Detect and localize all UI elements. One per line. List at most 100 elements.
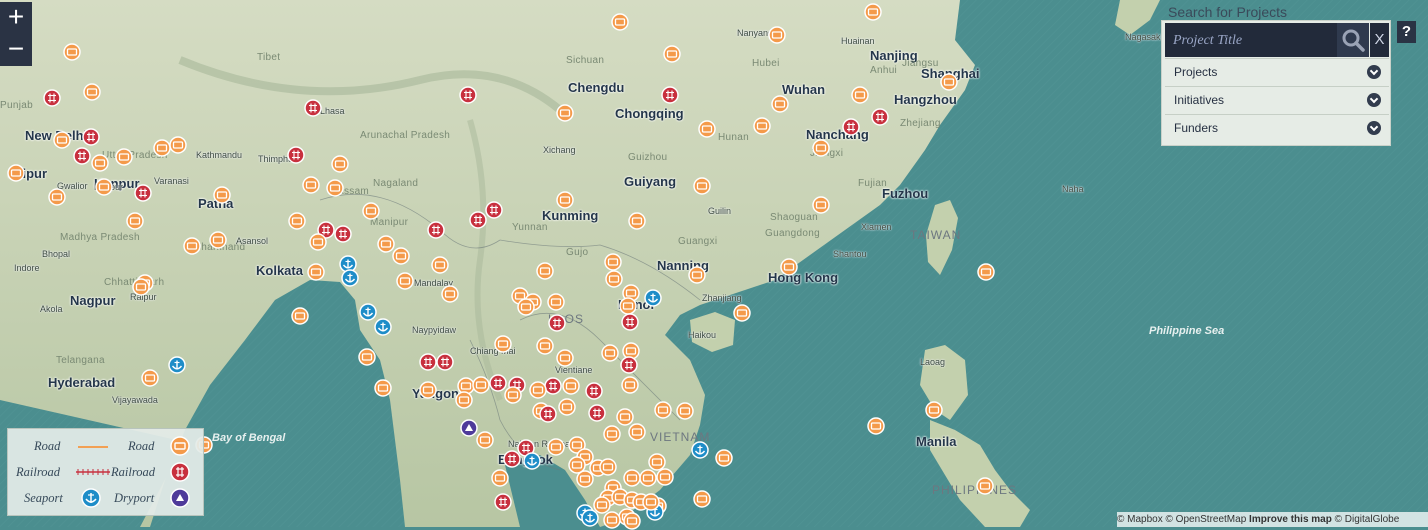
road-marker[interactable] — [430, 256, 449, 274]
seaport-marker[interactable] — [581, 509, 599, 527]
zoom-out-button[interactable]: − — [0, 34, 32, 66]
road-marker[interactable] — [288, 212, 306, 230]
road-marker[interactable] — [556, 191, 574, 209]
digitalglobe-credit-link[interactable]: © DigitalGlobe — [1334, 514, 1400, 525]
road-marker[interactable] — [715, 449, 733, 467]
road-marker[interactable] — [419, 381, 437, 399]
road-marker[interactable] — [603, 511, 621, 529]
road-marker[interactable] — [476, 431, 494, 449]
road-marker[interactable] — [556, 104, 574, 122]
road-marker[interactable] — [441, 284, 459, 303]
road-marker[interactable] — [493, 335, 512, 353]
road-marker[interactable] — [639, 469, 657, 487]
dryport-marker[interactable] — [460, 419, 478, 437]
road-marker[interactable] — [558, 398, 576, 416]
railroad-marker[interactable] — [494, 493, 512, 511]
seaport-marker[interactable] — [341, 269, 359, 287]
railroad-marker[interactable] — [82, 128, 100, 146]
road-marker[interactable] — [290, 307, 309, 325]
road-marker[interactable] — [576, 470, 594, 488]
road-marker[interactable] — [556, 349, 574, 367]
filter-projects[interactable]: Projects — [1165, 58, 1389, 85]
railroad-marker[interactable] — [427, 221, 445, 239]
road-marker[interactable] — [302, 176, 320, 194]
search-button[interactable] — [1337, 23, 1369, 57]
railroad-marker[interactable] — [436, 353, 454, 371]
road-marker[interactable] — [925, 401, 943, 419]
road-marker[interactable] — [940, 73, 958, 91]
road-marker[interactable] — [362, 202, 380, 220]
railroad-marker[interactable] — [620, 356, 638, 374]
road-marker[interactable] — [491, 469, 509, 487]
road-marker[interactable] — [357, 348, 376, 366]
road-marker[interactable] — [91, 154, 109, 172]
road-marker[interactable] — [753, 117, 772, 135]
road-marker[interactable] — [599, 458, 617, 476]
road-marker[interactable] — [976, 477, 994, 495]
road-marker[interactable] — [547, 293, 565, 311]
railroad-marker[interactable] — [489, 374, 507, 392]
railroad-marker[interactable] — [517, 439, 535, 457]
road-marker[interactable] — [209, 231, 228, 249]
road-marker[interactable] — [53, 131, 71, 149]
road-marker[interactable] — [95, 178, 113, 196]
road-marker[interactable] — [654, 401, 672, 419]
mapbox-credit-link[interactable]: © Mapbox — [1117, 514, 1163, 525]
road-marker[interactable] — [547, 438, 565, 456]
filter-funders[interactable]: Funders — [1165, 114, 1389, 141]
road-marker[interactable] — [621, 376, 639, 394]
road-marker[interactable] — [213, 186, 231, 204]
road-marker[interactable] — [63, 43, 81, 61]
road-marker[interactable] — [593, 496, 611, 514]
road-marker[interactable] — [536, 337, 554, 355]
road-marker[interactable] — [619, 297, 637, 315]
railroad-marker[interactable] — [134, 184, 152, 202]
road-marker[interactable] — [152, 139, 171, 158]
road-marker[interactable] — [623, 469, 641, 487]
railroad-marker[interactable] — [588, 404, 606, 422]
road-marker[interactable] — [780, 258, 798, 276]
road-marker[interactable] — [601, 344, 619, 362]
road-marker[interactable] — [642, 493, 660, 511]
road-marker[interactable] — [48, 188, 66, 206]
road-marker[interactable] — [307, 263, 325, 281]
filter-initiatives[interactable]: Initiatives — [1165, 86, 1389, 113]
road-marker[interactable] — [568, 436, 586, 454]
railroad-marker[interactable] — [73, 147, 91, 165]
road-marker[interactable] — [611, 13, 629, 31]
road-marker[interactable] — [692, 177, 711, 195]
improve-map-link[interactable]: Improve this map — [1249, 514, 1332, 525]
road-marker[interactable] — [396, 272, 414, 290]
road-marker[interactable] — [605, 270, 623, 288]
seaport-marker[interactable] — [359, 303, 377, 321]
railroad-marker[interactable] — [419, 353, 437, 371]
road-marker[interactable] — [692, 490, 711, 508]
road-marker[interactable] — [169, 136, 187, 154]
railroad-marker[interactable] — [304, 99, 322, 117]
zoom-in-button[interactable]: + — [0, 2, 32, 34]
road-marker[interactable] — [628, 423, 646, 441]
railroad-marker[interactable] — [871, 108, 889, 126]
railroad-marker[interactable] — [621, 313, 639, 331]
road-marker[interactable] — [309, 233, 327, 251]
road-marker[interactable] — [126, 212, 144, 230]
railroad-marker[interactable] — [287, 146, 305, 164]
seaport-marker[interactable] — [644, 289, 662, 307]
road-marker[interactable] — [562, 377, 580, 395]
road-marker[interactable] — [676, 402, 694, 420]
road-marker[interactable] — [503, 386, 522, 404]
road-marker[interactable] — [698, 120, 716, 138]
road-marker[interactable] — [812, 139, 831, 158]
seaport-marker[interactable] — [691, 441, 709, 459]
road-marker[interactable] — [568, 456, 586, 474]
road-marker[interactable] — [603, 425, 621, 443]
road-marker[interactable] — [663, 45, 681, 63]
seaport-marker[interactable] — [523, 452, 541, 470]
railroad-marker[interactable] — [485, 201, 503, 219]
project-title-input[interactable] — [1171, 31, 1333, 51]
road-marker[interactable] — [604, 253, 622, 271]
road-marker[interactable] — [7, 164, 25, 182]
railroad-marker[interactable] — [469, 211, 487, 229]
road-marker[interactable] — [529, 381, 547, 399]
railroad-marker[interactable] — [459, 86, 477, 104]
